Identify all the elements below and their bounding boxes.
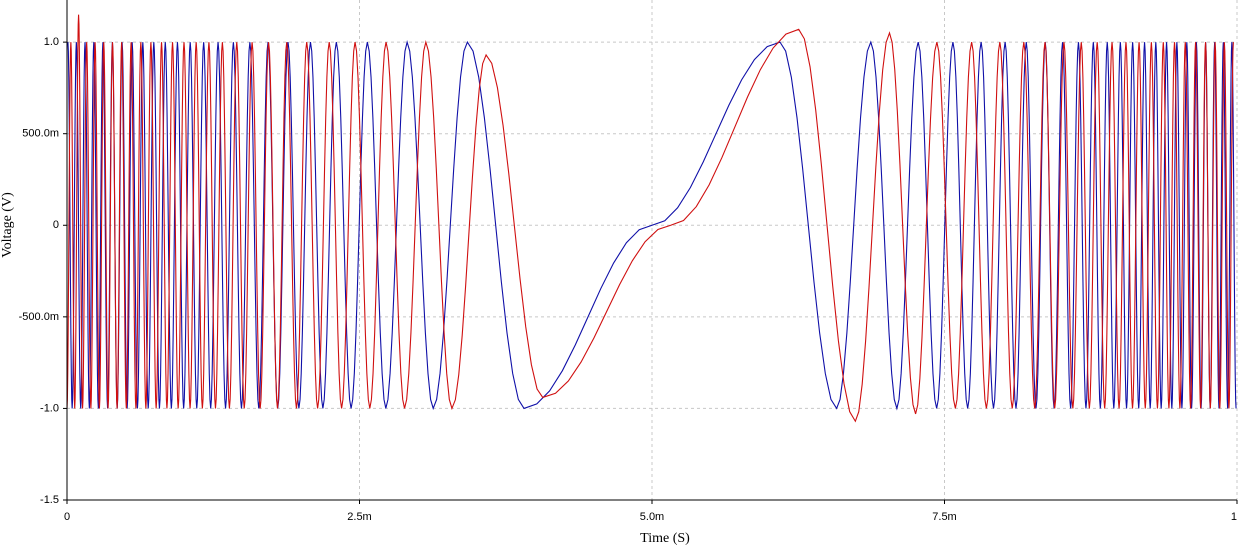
- x-tick-label: 1: [1231, 511, 1237, 523]
- y-tick-label: 1.0: [44, 36, 59, 48]
- x-axis-label: Time (S): [640, 531, 690, 546]
- y-axis-label: Voltage (V): [0, 192, 15, 258]
- x-tick-label: 0: [64, 511, 70, 523]
- series-line: [67, 14, 1234, 423]
- x-tick-label: 7.5m: [932, 511, 956, 523]
- series-line: [67, 39, 1237, 411]
- y-tick-label: -1.0: [40, 402, 59, 414]
- y-tick-label: -1.5: [40, 494, 59, 506]
- y-tick-label: 500.0m: [22, 128, 59, 140]
- x-tick-label: 2.5m: [347, 511, 371, 523]
- y-tick-label: -500.0m: [19, 311, 59, 323]
- y-tick-label: 0: [53, 219, 59, 231]
- x-tick-label: 5.0m: [640, 511, 664, 523]
- plot-area: [67, 14, 1237, 423]
